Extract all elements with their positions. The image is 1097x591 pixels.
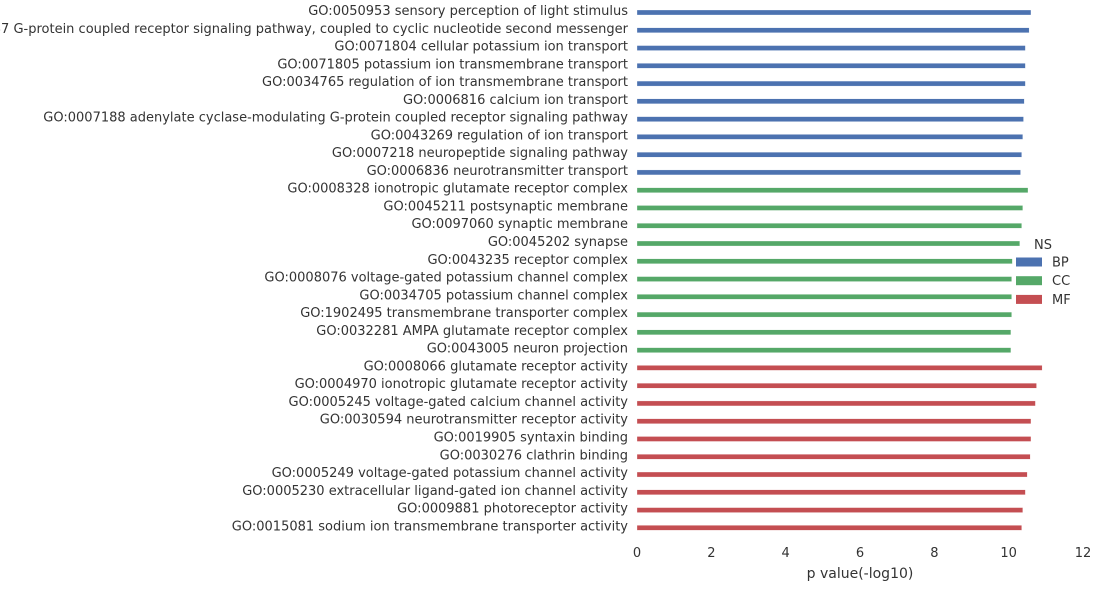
bar-mf bbox=[636, 418, 1032, 424]
category-label: GO:0043005 neuron projection bbox=[427, 342, 628, 357]
bar-bp bbox=[636, 45, 1026, 51]
bar-mf bbox=[636, 525, 1022, 531]
x-tick-label: 8 bbox=[930, 546, 938, 561]
legend-swatch-cc bbox=[1016, 276, 1042, 286]
x-tick-label: 6 bbox=[856, 546, 864, 561]
bar-cc bbox=[636, 311, 1012, 318]
bar-cc bbox=[636, 329, 1012, 336]
x-tick-label: 2 bbox=[707, 546, 715, 561]
bar-mf bbox=[636, 507, 1023, 513]
category-label: GO:0005249 voltage-gated potassium chann… bbox=[272, 466, 629, 481]
bar-cc bbox=[636, 258, 1013, 264]
bar-bp bbox=[636, 98, 1025, 104]
category-label: GO:0030594 neurotransmitter receptor act… bbox=[320, 413, 629, 428]
category-label: GO:0007218 neuropeptide signaling pathwa… bbox=[332, 146, 628, 161]
bar-cc bbox=[636, 347, 1012, 353]
category-label: GO:0050953 sensory perception of light s… bbox=[308, 4, 628, 19]
bar-bp bbox=[636, 63, 1026, 69]
bar-cc bbox=[636, 187, 1029, 193]
category-label: GO:0009881 photoreceptor activity bbox=[397, 502, 628, 517]
category-label: GO:0007188 adenylate cyclase-modulating … bbox=[43, 111, 628, 126]
category-label: GO:0034765 regulation of ion transmembra… bbox=[262, 75, 628, 90]
legend-label-bp: BP bbox=[1052, 256, 1069, 271]
x-tick-label: 0 bbox=[633, 546, 641, 561]
bar-mf bbox=[636, 436, 1032, 442]
x-tick-label: 10 bbox=[1000, 546, 1017, 561]
category-label: GO:1902495 transmembrane transporter com… bbox=[300, 306, 628, 321]
bar-mf bbox=[636, 471, 1028, 478]
bar-mf bbox=[636, 489, 1026, 495]
category-label: GO:0071804 cellular potassium ion transp… bbox=[334, 40, 628, 55]
bar-bp bbox=[636, 80, 1026, 87]
category-label: GO:0045202 synapse bbox=[488, 235, 628, 250]
bar-mf bbox=[636, 400, 1036, 407]
bar-mf bbox=[636, 454, 1031, 460]
x-axis-title: p value(-log10) bbox=[807, 566, 914, 582]
x-tick-label: 4 bbox=[782, 546, 790, 561]
bar-bp bbox=[636, 9, 1032, 16]
bar-bp bbox=[636, 116, 1024, 122]
bar-cc bbox=[636, 276, 1012, 282]
bar-bp bbox=[636, 27, 1030, 33]
bars-layer bbox=[636, 9, 1043, 531]
category-label: GO:0019905 syntaxin binding bbox=[434, 430, 628, 445]
category-label: GO:0008066 glutamate receptor activity bbox=[364, 359, 629, 374]
category-label: GO:0071805 potassium ion transmembrane t… bbox=[277, 57, 628, 72]
x-axis: 0 2 4 6 8 10 12 bbox=[633, 546, 1091, 561]
bar-mf bbox=[636, 383, 1037, 389]
category-label: GO:0032281 AMPA glutamate receptor compl… bbox=[316, 324, 628, 339]
bar-bp bbox=[636, 134, 1023, 140]
category-label: GO:0006816 calcium ion transport bbox=[403, 93, 628, 108]
bar-cc bbox=[636, 205, 1023, 211]
bar-bp bbox=[636, 169, 1021, 176]
category-label: GO:0034705 potassium channel complex bbox=[359, 288, 628, 303]
category-label: GO:0008328 ionotropic glutamate receptor… bbox=[287, 182, 628, 197]
category-label: GO:0008076 voltage-gated potassium chann… bbox=[264, 271, 628, 286]
category-labels: GO:0050953 sensory perception of light s… bbox=[0, 4, 629, 534]
legend-label-cc: CC bbox=[1052, 274, 1070, 289]
category-label: GO:0005230 extracellular ligand-gated io… bbox=[242, 484, 628, 499]
bar-bp bbox=[636, 152, 1022, 158]
category-label: GO:0004970 ionotropic glutamate receptor… bbox=[295, 377, 629, 392]
legend-swatch-bp bbox=[1016, 257, 1042, 267]
category-label: GO:0030276 clathrin binding bbox=[440, 448, 628, 463]
legend-title: NS bbox=[1034, 238, 1052, 253]
legend-swatch-mf bbox=[1016, 294, 1042, 304]
category-label: GO:0007187 G-protein coupled receptor si… bbox=[0, 22, 629, 37]
legend-label-mf: MF bbox=[1052, 293, 1071, 308]
category-label: GO:0043235 receptor complex bbox=[427, 253, 628, 268]
bar-mf bbox=[636, 365, 1043, 371]
bar-cc bbox=[636, 223, 1022, 229]
category-label: GO:0015081 sodium ion transmembrane tran… bbox=[232, 519, 628, 534]
bar-cc bbox=[636, 240, 1020, 247]
category-label: GO:0045211 postsynaptic membrane bbox=[383, 199, 628, 214]
category-label: GO:0043269 regulation of ion transport bbox=[371, 128, 628, 143]
x-tick-label: 12 bbox=[1075, 546, 1092, 561]
category-label: GO:0097060 synaptic membrane bbox=[411, 217, 628, 232]
category-label: GO:0005245 voltage-gated calcium channel… bbox=[289, 395, 629, 410]
category-label: GO:0006836 neurotransmitter transport bbox=[367, 164, 628, 179]
bar-cc bbox=[636, 294, 1012, 300]
